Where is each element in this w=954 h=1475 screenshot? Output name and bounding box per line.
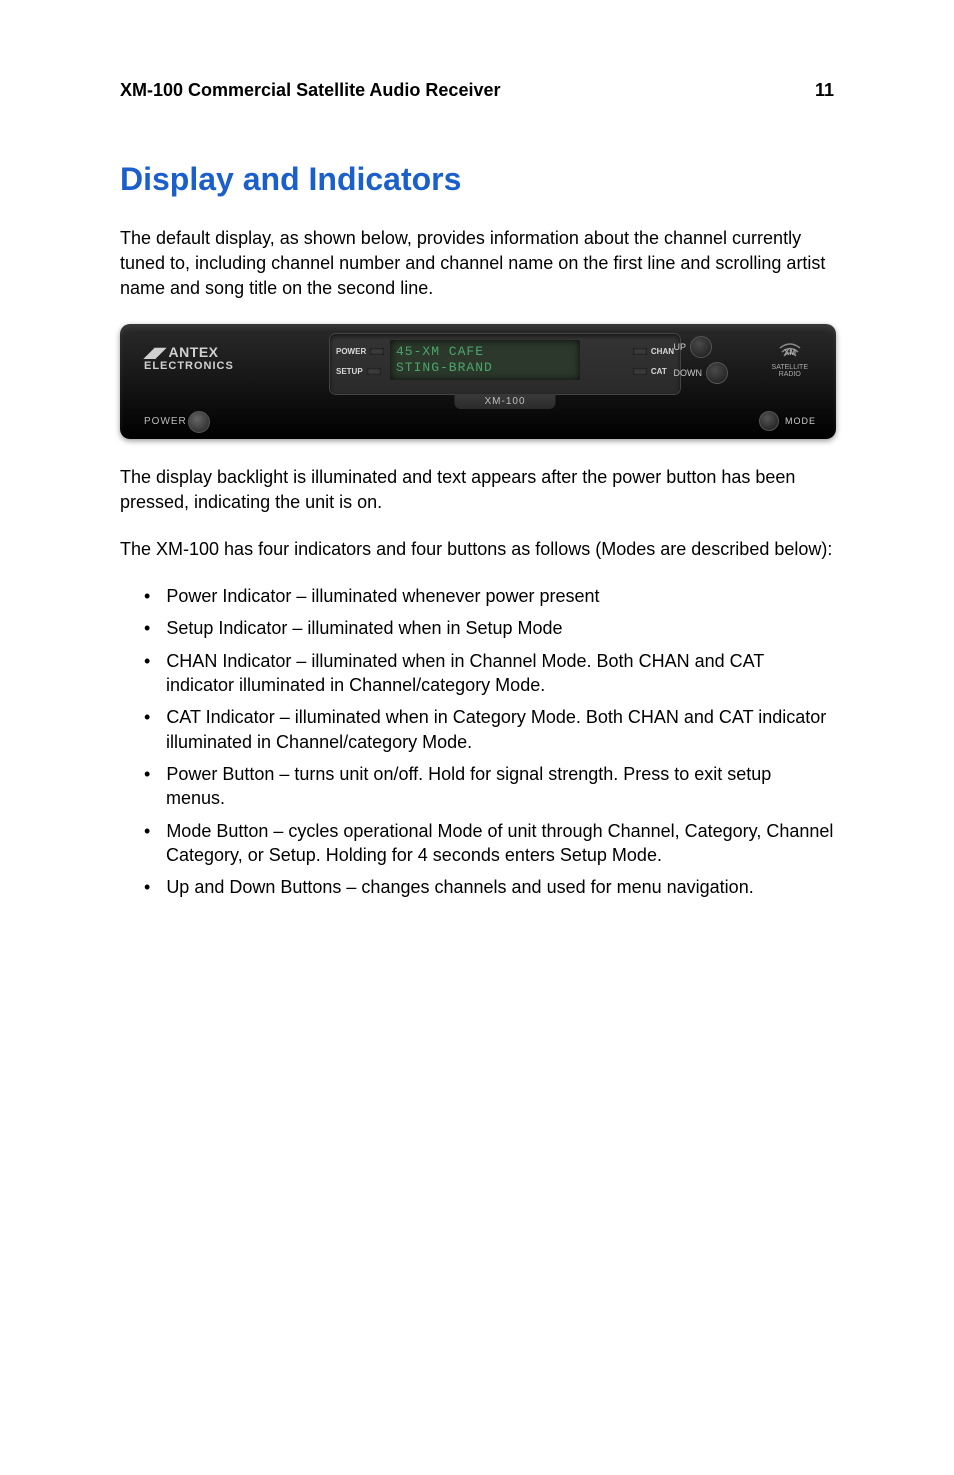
satellite-text2: RADIO [772, 371, 808, 378]
chan-indicator-label: CHAN [651, 347, 674, 356]
up-label: UP [674, 342, 687, 352]
header-title: XM-100 Commercial Satellite Audio Receiv… [120, 80, 500, 101]
mode-button[interactable] [759, 411, 779, 431]
down-label: DOWN [674, 368, 703, 378]
setup-led [367, 368, 381, 375]
power-button[interactable] [188, 411, 210, 433]
list-item: Power Button – turns unit on/off. Hold f… [120, 762, 834, 811]
brand-line1: ANTEX [169, 344, 219, 360]
intro-paragraph: The default display, as shown below, pro… [120, 226, 834, 302]
xm-satellite-logo: XM SATELLITE RADIO [772, 338, 808, 378]
brand-logo: ◢◤ANTEX ELECTRONICS [144, 346, 234, 372]
indicator-button-list: Power Indicator – illuminated whenever p… [120, 584, 834, 899]
indicator-column-right: CHAN CAT [629, 342, 674, 382]
lcd-module: POWER SETUP 45-XM CAFE STING-BRAND CHAN … [330, 334, 680, 394]
list-item: Setup Indicator – illuminated when in Se… [120, 616, 834, 640]
svg-text:XM: XM [784, 348, 796, 357]
lcd-line2: STING-BRAND [396, 360, 574, 376]
list-item: Power Indicator – illuminated whenever p… [120, 584, 834, 608]
mode-label: MODE [785, 416, 816, 426]
chan-led [633, 348, 647, 355]
list-item: CHAN Indicator – illuminated when in Cha… [120, 649, 834, 698]
device-panel-image: ◢◤ANTEX ELECTRONICS POWER POWER SETUP 45… [120, 324, 836, 439]
page-header: XM-100 Commercial Satellite Audio Receiv… [120, 80, 834, 101]
page-title: Display and Indicators [120, 161, 834, 198]
list-item: Mode Button – cycles operational Mode of… [120, 819, 834, 868]
cat-led [633, 368, 647, 375]
up-down-controls: UP DOWN [674, 336, 729, 388]
power-led [370, 348, 384, 355]
list-item: Up and Down Buttons – changes channels a… [120, 875, 834, 899]
list-item: CAT Indicator – illuminated when in Cate… [120, 705, 834, 754]
brand-line2: ELECTRONICS [144, 360, 234, 372]
header-page-number: 11 [815, 80, 834, 101]
cat-indicator-label: CAT [651, 367, 667, 376]
mode-area: MODE [759, 411, 816, 431]
power-text-label: POWER [144, 416, 187, 427]
satellite-icon: XM [777, 338, 803, 362]
down-button[interactable] [706, 362, 728, 384]
setup-indicator-label: SETUP [336, 367, 363, 376]
model-label: XM-100 [454, 394, 555, 409]
modes-paragraph: The XM-100 has four indicators and four … [120, 537, 834, 562]
indicator-column-left: POWER SETUP [336, 342, 388, 382]
lcd-line1: 45-XM CAFE [396, 344, 574, 360]
brand-triangle-icon: ◢◤ [144, 346, 169, 359]
satellite-text1: SATELLITE [772, 364, 808, 371]
up-button[interactable] [690, 336, 712, 358]
lcd-screen: 45-XM CAFE STING-BRAND [390, 340, 580, 380]
power-indicator-label: POWER [336, 347, 366, 356]
backlight-paragraph: The display backlight is illuminated and… [120, 465, 834, 515]
